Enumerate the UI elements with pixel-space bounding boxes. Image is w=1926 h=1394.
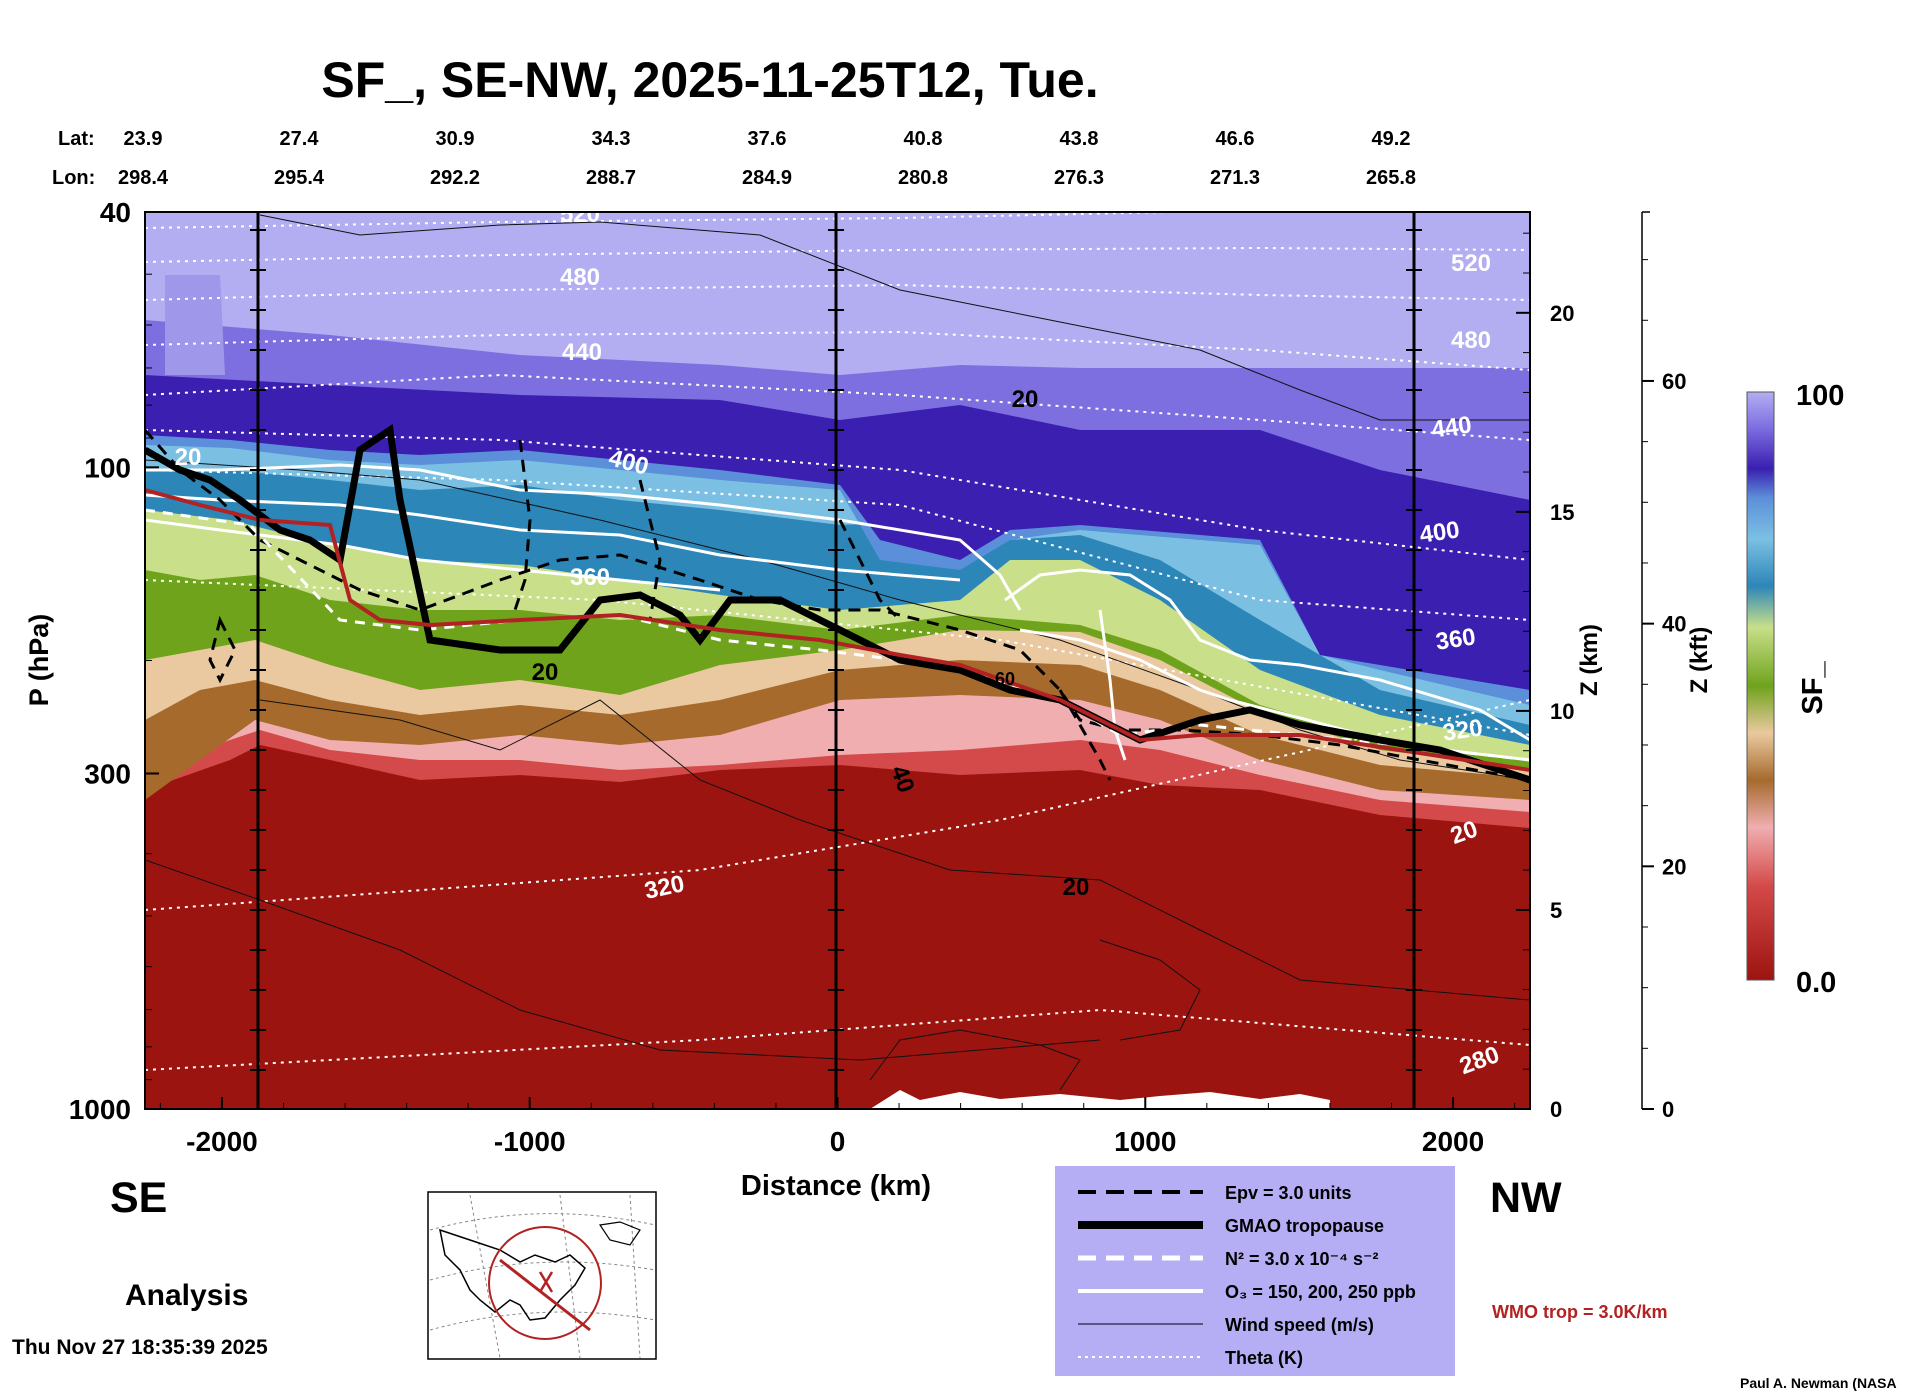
- wind-label: 20: [1063, 874, 1090, 901]
- legend-label: Wind speed (m/s): [1225, 1315, 1374, 1335]
- legend: Epv = 3.0 units GMAO tropopause N² = 3.0 x…: [1055, 1166, 1455, 1376]
- analysis-label: Analysis: [125, 1279, 248, 1312]
- lon-value: 298.4: [118, 167, 169, 189]
- theta-label: 520: [560, 201, 600, 228]
- lat-value: 34.3: [592, 128, 631, 150]
- colorbar-max-label: 100: [1796, 380, 1844, 412]
- z-km-axis-title: Z (km): [1576, 624, 1603, 696]
- section-markers: [256, 212, 1416, 1109]
- lon-value: 284.9: [742, 167, 792, 189]
- lat-value: 30.9: [436, 128, 475, 150]
- theta-label: 320: [1441, 714, 1484, 746]
- lon-header-label: Lon:: [52, 167, 95, 189]
- lat-value: 23.9: [124, 128, 163, 150]
- z-kft-tick-label: 0: [1662, 1097, 1674, 1122]
- z-kft-tick-label: 60: [1662, 369, 1686, 394]
- x-tick-label: 1000: [1114, 1126, 1176, 1157]
- theta-label: 440: [1430, 411, 1473, 443]
- z-km-tick-label: 0: [1550, 1097, 1562, 1122]
- lat-value: 40.8: [904, 128, 943, 150]
- x-tick-label: -1000: [494, 1126, 566, 1157]
- chart-title: SF_, SE-NW, 2025-11-25T12, Tue.: [321, 52, 1098, 108]
- wind-label: 60: [995, 669, 1015, 689]
- theta-label: 480: [1451, 327, 1491, 354]
- axes: -2000 -1000 0 1000 2000 40 100 300 1000 0 5 10 15 20: [69, 197, 1575, 1157]
- colorbar-min-label: 0.0: [1796, 967, 1836, 999]
- lon-value: 276.3: [1054, 167, 1104, 189]
- surface-white-patches: [870, 1090, 1330, 1109]
- theta-label: 480: [560, 264, 600, 291]
- lon-value: 292.2: [430, 167, 480, 189]
- y-axis-title: P (hPa): [24, 614, 54, 707]
- x-tick-label: -2000: [186, 1126, 258, 1157]
- y-tick-label: 300: [84, 758, 131, 789]
- legend-label: Epv = 3.0 units: [1225, 1183, 1352, 1203]
- lon-value: 288.7: [586, 167, 636, 189]
- lat-value: 37.6: [748, 128, 787, 150]
- lon-value: 295.4: [274, 167, 325, 189]
- plot-area: 520 480 440 400 360 320 280 520 480 440 …: [145, 201, 1530, 1109]
- y-tick-label: 100: [84, 452, 131, 483]
- theta-label: 400: [1418, 516, 1461, 548]
- wind-label: 20: [175, 444, 202, 471]
- n2-contour: [145, 508, 1530, 762]
- colorbar-title: SF_: [1797, 661, 1829, 715]
- credit: Paul A. Newman (NASA: [1740, 1375, 1897, 1391]
- lat-value: 27.4: [280, 128, 320, 150]
- wmo-tropopause: [145, 488, 1530, 772]
- lat-lon-row: 23.9 27.4 30.9 34.3 37.6 40.8 43.8 46.6 49.2 298.…: [118, 128, 1416, 189]
- z-kft-tick-label: 40: [1662, 612, 1686, 637]
- z-km-tick-label: 5: [1550, 898, 1562, 923]
- direction-nw: NW: [1490, 1174, 1562, 1222]
- legend-label: GMAO tropopause: [1225, 1216, 1384, 1236]
- theta-label: 440: [562, 339, 602, 366]
- lat-value: 43.8: [1060, 128, 1099, 150]
- x-axis-title: Distance (km): [741, 1170, 931, 1202]
- wind-label: 20: [532, 659, 559, 686]
- theta-label: 520: [1451, 250, 1491, 277]
- lat-value: 49.2: [1372, 128, 1411, 150]
- z-kft-axis: 0 20 40 60: [1641, 211, 1686, 1122]
- gmao-tropopause: [145, 424, 1530, 784]
- wind-label: 20: [1012, 386, 1039, 413]
- region-lavender-tower: [165, 275, 225, 375]
- z-km-tick-label: 20: [1550, 301, 1574, 326]
- y-tick-label: 40: [100, 197, 131, 228]
- locator-map: [427, 1191, 657, 1360]
- lat-value: 46.6: [1216, 128, 1255, 150]
- x-tick-label: 2000: [1422, 1126, 1484, 1157]
- theta-label: 360: [570, 564, 610, 591]
- z-kft-axis-title: Z (kft): [1686, 627, 1713, 694]
- y-tick-label: 1000: [69, 1094, 131, 1125]
- theta-contours: [145, 212, 1530, 1071]
- timestamp: Thu Nov 27 18:35:39 2025: [12, 1336, 268, 1359]
- z-kft-tick-label: 20: [1662, 854, 1686, 879]
- lon-value: 271.3: [1210, 167, 1260, 189]
- lon-value: 265.8: [1366, 167, 1416, 189]
- lat-header-label: Lat:: [58, 128, 95, 150]
- x-tick-label: 0: [830, 1126, 846, 1157]
- wmo-note: WMO trop = 3.0K/km: [1492, 1302, 1668, 1322]
- lon-value: 280.8: [898, 167, 948, 189]
- colorbar: [1746, 391, 1775, 981]
- direction-se: SE: [110, 1174, 167, 1222]
- legend-label: N² = 3.0 x 10⁻⁴ s⁻²: [1225, 1249, 1378, 1269]
- theta-label: 360: [1434, 623, 1477, 655]
- ozone-contours: [145, 463, 1530, 762]
- section-marker-ticks: [250, 229, 1422, 1071]
- legend-box: [1055, 1166, 1455, 1376]
- legend-label: O₃ = 150, 200, 250 ppb: [1225, 1282, 1416, 1302]
- legend-label: Theta (K): [1225, 1348, 1303, 1368]
- z-km-tick-label: 15: [1550, 500, 1574, 525]
- z-km-tick-label: 10: [1550, 699, 1574, 724]
